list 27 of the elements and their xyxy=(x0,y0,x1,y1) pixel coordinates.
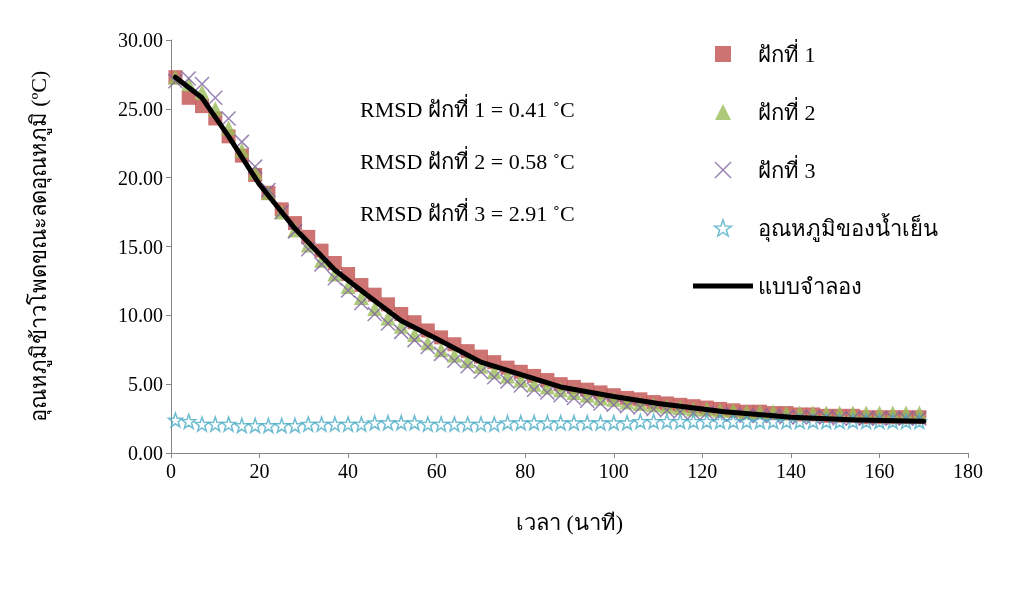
x-tick-label: 100 xyxy=(598,460,629,482)
x-tick-label: 160 xyxy=(864,460,895,482)
y-tick-label: 10.00 xyxy=(118,304,163,327)
annotation: RMSD ฝักที่ 2 = 0.58 ˚C xyxy=(360,145,575,174)
y-tick-label: 30.00 xyxy=(118,29,163,51)
x-tick-label: 140 xyxy=(775,460,806,482)
x-tick-label: 0 xyxy=(166,460,176,482)
y-tick-label: 5.00 xyxy=(128,373,163,396)
legend-label: ฝักที่ 1 xyxy=(758,38,816,67)
legend-label: ฝักที่ 2 xyxy=(758,96,816,125)
y-axis-title: อุณหภูมิข้าวโพดขณะลดอุณหภูมิ (ºC) xyxy=(25,70,52,423)
legend-label: อุณหภูมิของน้ำเย็น xyxy=(758,212,938,242)
x-tick-label: 120 xyxy=(687,460,718,482)
annotation: RMSD ฝักที่ 1 = 0.41 ˚C xyxy=(360,93,575,122)
x-tick-label: 60 xyxy=(426,460,447,482)
legend-label: แบบจำลอง xyxy=(758,273,862,299)
annotation: RMSD ฝักที่ 3 = 2.91 ˚C xyxy=(360,197,575,226)
y-tick-label: 0.00 xyxy=(128,442,163,464)
y-tick-label: 20.00 xyxy=(118,166,163,189)
x-tick-label: 40 xyxy=(338,460,359,482)
y-tick-label: 25.00 xyxy=(118,97,163,120)
x-tick-label: 20 xyxy=(249,460,270,482)
y-tick-label: 15.00 xyxy=(118,235,163,258)
legend-label: ฝักที่ 3 xyxy=(758,154,816,183)
x-tick-label: 80 xyxy=(515,460,536,482)
x-axis-title: เวลา (นาที) xyxy=(515,509,624,535)
x-tick-label: 180 xyxy=(953,460,983,482)
